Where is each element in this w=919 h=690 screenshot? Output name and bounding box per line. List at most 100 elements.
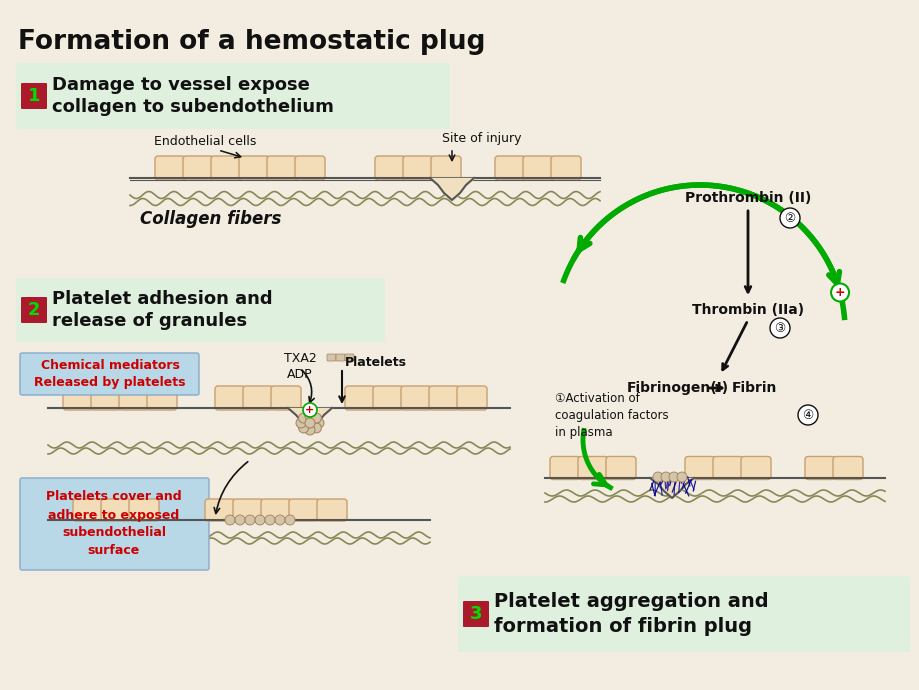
FancyBboxPatch shape [147,386,176,410]
Circle shape [652,472,663,482]
FancyBboxPatch shape [21,297,47,323]
Circle shape [311,423,321,433]
Text: Thrombin (IIa): Thrombin (IIa) [691,303,803,317]
FancyBboxPatch shape [335,354,345,361]
Text: Platelets: Platelets [345,355,406,368]
Circle shape [265,515,275,525]
Text: +: + [834,286,845,299]
FancyBboxPatch shape [317,499,346,521]
Text: Formation of a hemostatic plug: Formation of a hemostatic plug [18,29,485,55]
Text: ③: ③ [774,322,785,335]
Circle shape [296,418,306,428]
FancyBboxPatch shape [326,354,335,361]
FancyBboxPatch shape [289,499,319,521]
Circle shape [244,515,255,525]
Circle shape [769,318,789,338]
FancyBboxPatch shape [239,156,268,180]
Circle shape [660,472,670,482]
FancyBboxPatch shape [129,499,159,521]
Circle shape [668,472,678,482]
FancyBboxPatch shape [267,156,297,180]
Circle shape [305,418,314,428]
FancyBboxPatch shape [210,156,241,180]
Circle shape [285,515,295,525]
Text: ②: ② [784,212,795,224]
Circle shape [779,208,800,228]
FancyBboxPatch shape [494,156,525,180]
FancyBboxPatch shape [740,457,770,480]
FancyBboxPatch shape [345,354,354,361]
Text: ④: ④ [801,408,812,422]
FancyBboxPatch shape [91,386,121,410]
Text: ①Activation of
coagulation factors
in plasma: ①Activation of coagulation factors in pl… [554,391,668,439]
FancyBboxPatch shape [73,499,103,521]
Text: Platelet adhesion and
release of granules: Platelet adhesion and release of granule… [52,290,272,331]
FancyBboxPatch shape [804,457,834,480]
FancyBboxPatch shape [458,576,909,652]
Circle shape [305,425,314,435]
FancyBboxPatch shape [430,156,460,180]
FancyBboxPatch shape [295,156,324,180]
FancyBboxPatch shape [462,601,489,627]
Text: TXA2
ADP: TXA2 ADP [283,352,316,381]
FancyBboxPatch shape [16,278,384,342]
Text: Platelet aggregation and
formation of fibrin plug: Platelet aggregation and formation of fi… [494,593,767,635]
Circle shape [275,515,285,525]
FancyBboxPatch shape [577,457,607,480]
FancyBboxPatch shape [375,156,404,180]
Circle shape [797,405,817,425]
FancyBboxPatch shape [832,457,862,480]
FancyBboxPatch shape [271,386,301,410]
Circle shape [311,413,321,423]
FancyBboxPatch shape [345,386,375,410]
FancyBboxPatch shape [119,386,149,410]
Circle shape [299,413,308,423]
Text: Chemical mediators
Released by platelets: Chemical mediators Released by platelets [34,359,186,389]
Text: Damage to vessel expose
collagen to subendothelium: Damage to vessel expose collagen to sube… [52,75,334,117]
Text: Prothrombin (II): Prothrombin (II) [684,191,811,205]
Text: 3: 3 [470,605,482,623]
Text: Site of injury: Site of injury [441,132,521,145]
FancyBboxPatch shape [205,499,234,521]
FancyBboxPatch shape [21,83,47,109]
FancyBboxPatch shape [233,499,263,521]
Text: +: + [305,405,314,415]
Circle shape [234,515,244,525]
Text: 1: 1 [28,87,40,105]
FancyBboxPatch shape [712,457,743,480]
Circle shape [676,472,686,482]
FancyBboxPatch shape [20,478,209,570]
Text: Fibrinogen(I): Fibrinogen(I) [626,381,728,395]
Circle shape [255,515,265,525]
FancyBboxPatch shape [550,457,579,480]
FancyBboxPatch shape [16,63,449,129]
Circle shape [305,411,314,421]
FancyBboxPatch shape [401,386,430,410]
FancyBboxPatch shape [550,156,581,180]
FancyBboxPatch shape [261,499,290,521]
FancyBboxPatch shape [20,353,199,395]
Text: Fibrin: Fibrin [731,381,776,395]
FancyBboxPatch shape [522,156,552,180]
FancyBboxPatch shape [62,386,93,410]
FancyBboxPatch shape [685,457,714,480]
FancyBboxPatch shape [372,386,403,410]
FancyBboxPatch shape [183,156,213,180]
FancyBboxPatch shape [154,156,185,180]
FancyBboxPatch shape [457,386,486,410]
FancyBboxPatch shape [215,386,244,410]
Text: Endothelial cells: Endothelial cells [153,135,255,148]
FancyBboxPatch shape [403,156,433,180]
Text: 2: 2 [28,301,40,319]
Text: Platelets cover and
adhere to exposed
subendothelial
surface: Platelets cover and adhere to exposed su… [46,491,182,558]
Circle shape [302,403,317,417]
Text: Collagen fibers: Collagen fibers [140,210,281,228]
FancyBboxPatch shape [606,457,635,480]
Circle shape [299,423,308,433]
Circle shape [225,515,234,525]
FancyBboxPatch shape [101,499,130,521]
Circle shape [830,284,848,302]
FancyBboxPatch shape [428,386,459,410]
Circle shape [313,418,323,428]
FancyBboxPatch shape [243,386,273,410]
